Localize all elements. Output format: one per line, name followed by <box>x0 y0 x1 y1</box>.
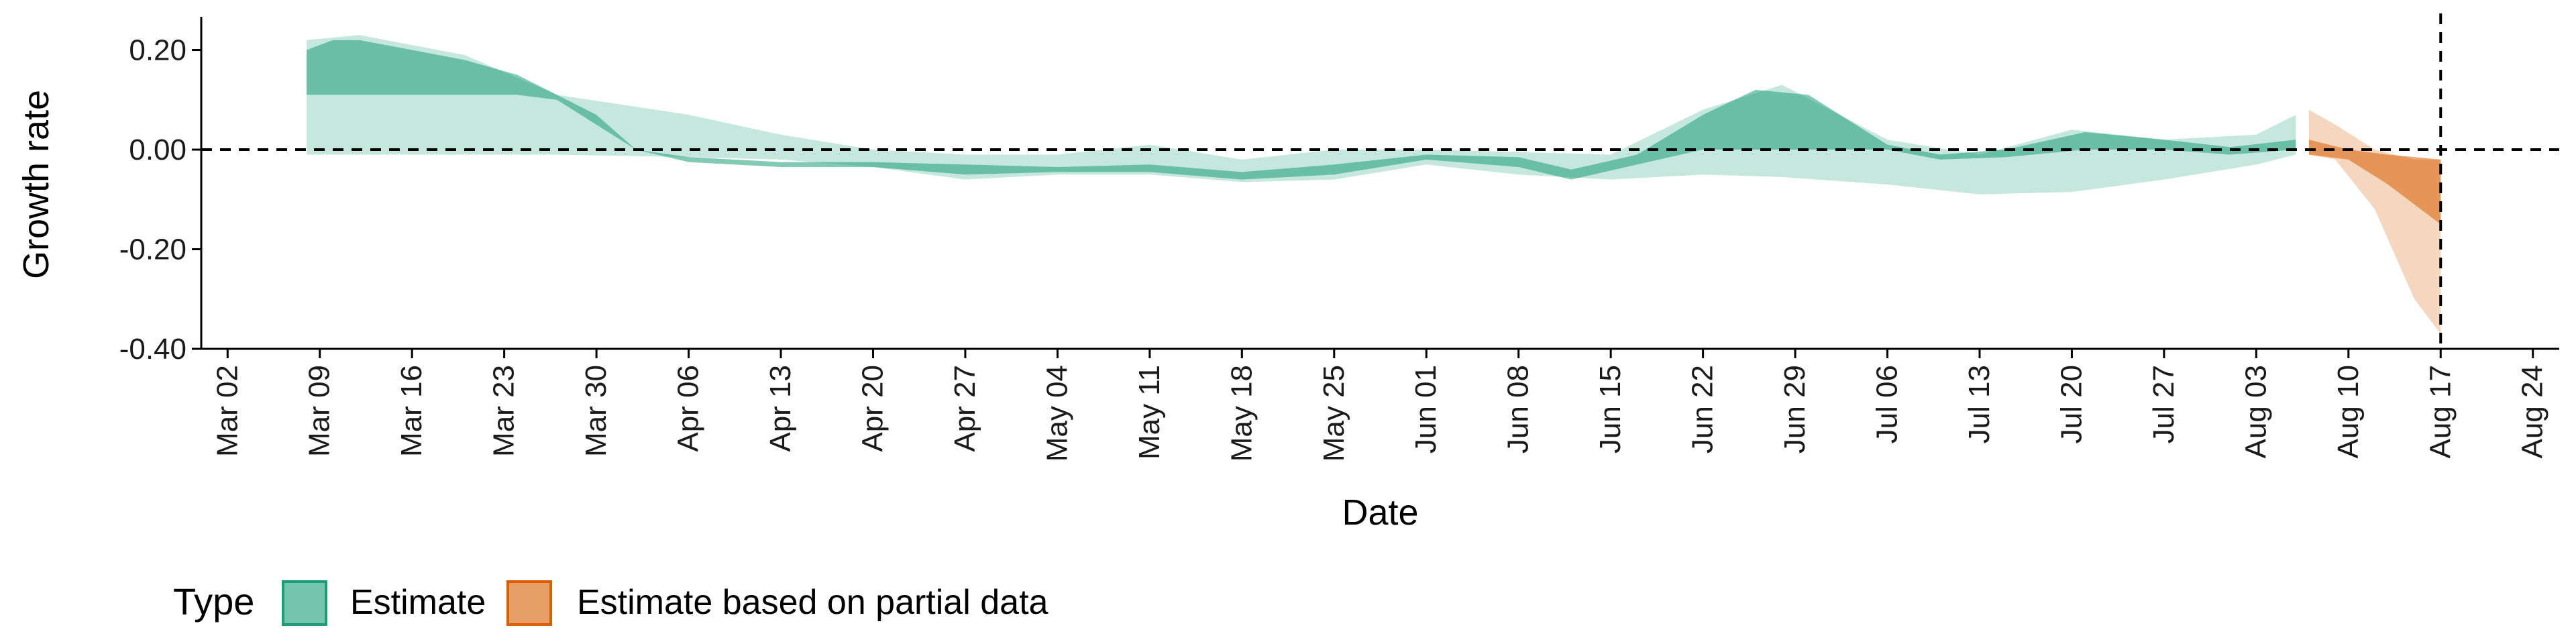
x-tick-label: Aug 10 <box>2332 365 2365 458</box>
x-tick-label: Jun 08 <box>1502 365 1535 453</box>
legend-label-partial: Estimate based on partial data <box>577 583 1049 622</box>
x-tick-label: Jul 27 <box>2147 365 2180 443</box>
y-tick-label: -0.40 <box>119 333 186 366</box>
x-tick-label: Apr 13 <box>764 365 797 452</box>
x-tick-label: Apr 06 <box>672 365 705 452</box>
legend: Type Estimate Estimate based on partial da… <box>173 580 1049 626</box>
y-axis-title: Growth rate <box>16 90 56 279</box>
x-tick-label: Mar 23 <box>488 365 521 457</box>
ribbon-partial-inner <box>2308 140 2441 225</box>
x-tick-label: Mar 02 <box>211 365 244 457</box>
y-tick-label: 0.20 <box>129 34 186 67</box>
legend-label-estimate: Estimate <box>350 583 486 622</box>
x-tick-label: Apr 20 <box>856 365 889 452</box>
ribbon-estimate-inner <box>307 40 2296 180</box>
x-tick-label: Aug 24 <box>2516 365 2549 458</box>
legend-key-partial <box>506 580 552 626</box>
legend-title: Type <box>173 580 254 623</box>
x-tick-label: Jun 29 <box>1778 365 1811 453</box>
x-tick-label: Mar 09 <box>303 365 336 457</box>
x-tick-label: May 04 <box>1040 365 1073 462</box>
x-tick-label: Mar 16 <box>395 365 428 457</box>
x-tick-label: May 25 <box>1318 365 1350 462</box>
y-tick-label: -0.20 <box>119 233 186 266</box>
x-tick-label: Aug 17 <box>2424 365 2457 458</box>
x-tick-label: Jun 22 <box>1686 365 1719 453</box>
x-tick-label: May 11 <box>1133 365 1166 460</box>
plot-area <box>201 13 2559 349</box>
ribbon-partial-outer <box>2308 109 2441 334</box>
x-tick-label: Jul 20 <box>2055 365 2088 443</box>
x-tick-label: Aug 03 <box>2239 365 2272 458</box>
x-tick-label: Jun 15 <box>1594 365 1627 453</box>
x-tick-label: Jul 13 <box>1963 365 1996 443</box>
x-tick-label: Mar 30 <box>580 365 612 457</box>
x-tick-label: Jun 01 <box>1409 365 1442 453</box>
x-tick-label: Jul 06 <box>1871 365 1904 443</box>
legend-key-estimate <box>282 580 327 626</box>
x-tick-label: May 18 <box>1225 365 1258 462</box>
x-tick-label: Apr 27 <box>949 365 981 452</box>
y-tick-label: 0.00 <box>129 133 186 166</box>
axes: 0.20 0.00 -0.20 -0.40 Mar 02 Mar 09 Mar 16 Mar … <box>16 17 2559 533</box>
ribbon-estimate-outer <box>307 35 2296 195</box>
x-axis-title: Date <box>1342 492 1418 533</box>
